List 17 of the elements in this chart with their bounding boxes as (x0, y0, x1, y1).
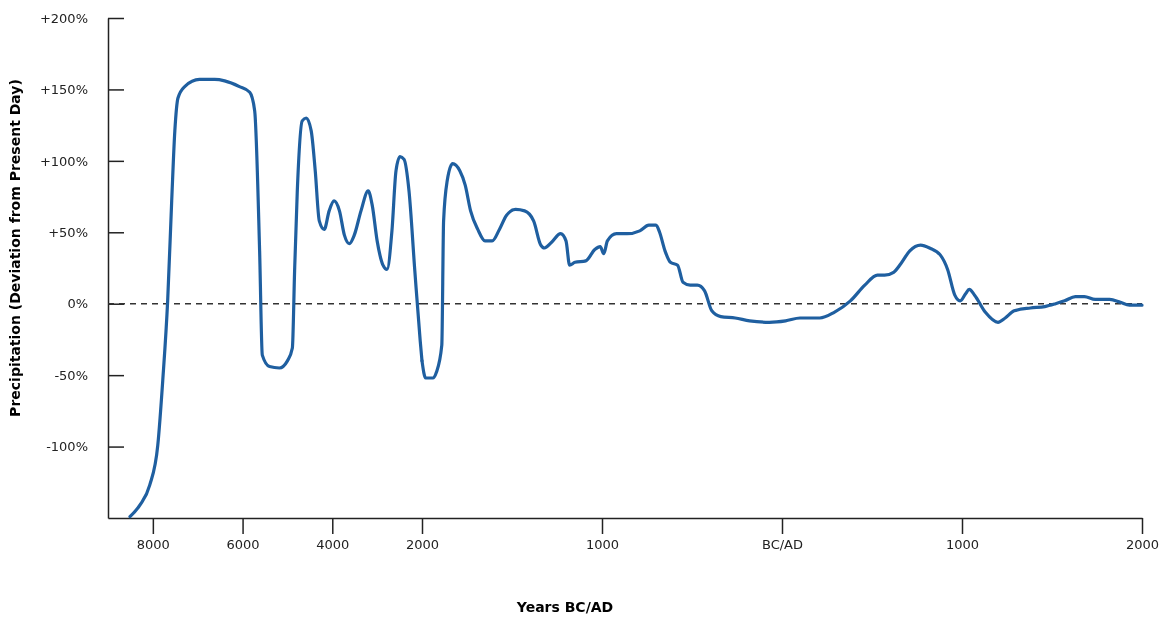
y-tick-label: -50% (54, 367, 88, 383)
y-tick-label: -100% (46, 439, 88, 455)
y-tick-label: +200% (39, 10, 88, 26)
y-tick-label: +100% (39, 153, 88, 169)
x-tick-label: 1000 (585, 537, 620, 553)
x-axis-title: Years BC/AD (515, 599, 614, 615)
y-tick-label: +50% (48, 224, 88, 240)
x-tick-label: 2000 (1125, 537, 1160, 553)
y-tick-label: +150% (39, 82, 88, 98)
x-tick-label: 1000 (945, 537, 980, 553)
x-tick-label: 4000 (316, 537, 350, 553)
y-tick-label: 0% (67, 296, 88, 312)
y-axis-title: Precipitation (Deviation from Present Day) (7, 79, 23, 417)
x-tick-label: 8000 (136, 537, 170, 553)
x-tick-label: 2000 (405, 537, 440, 553)
x-tick-label: 6000 (226, 537, 260, 553)
x-tick-label: BC/AD (761, 537, 804, 553)
